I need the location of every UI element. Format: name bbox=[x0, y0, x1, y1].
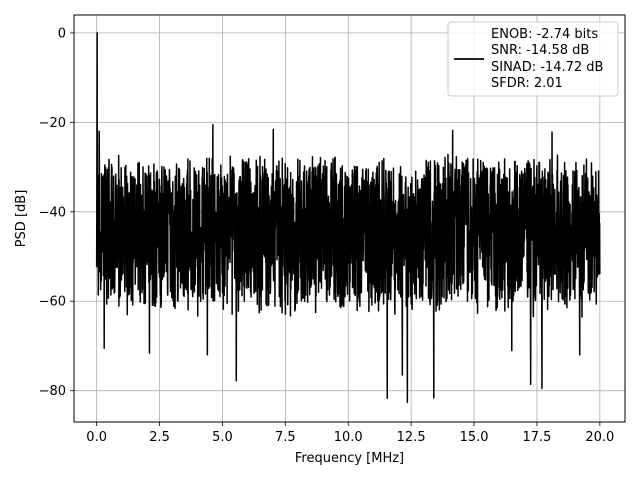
y-tick-label: −40 bbox=[39, 205, 66, 220]
x-tick-label: 12.5 bbox=[397, 430, 426, 445]
legend-entry-sfdr: SFDR: 2.01 bbox=[491, 76, 563, 91]
y-tick-label: −60 bbox=[39, 295, 66, 310]
legend-entry-snr: SNR: -14.58 dB bbox=[491, 43, 589, 58]
y-axis-ticks: 0 −20 −40 −60 −80 bbox=[39, 26, 74, 399]
x-tick-label: 10.0 bbox=[334, 430, 363, 445]
x-axis-label: Frequency [MHz] bbox=[295, 451, 404, 466]
y-tick-label: 0 bbox=[58, 26, 66, 41]
x-tick-label: 17.5 bbox=[522, 430, 551, 445]
psd-series-line bbox=[95, 32, 601, 404]
y-tick-label: −20 bbox=[39, 116, 66, 131]
x-tick-label: 7.5 bbox=[275, 430, 296, 445]
legend-box bbox=[447, 21, 619, 97]
x-tick-label: 20.0 bbox=[585, 430, 614, 445]
plot-area bbox=[95, 32, 601, 404]
legend-entry-sinad: SINAD: -14.72 dB bbox=[491, 60, 603, 75]
x-tick-label: 0.0 bbox=[86, 430, 107, 445]
axes-frame bbox=[73, 14, 626, 423]
y-axis-label: PSD [dB] bbox=[14, 190, 29, 248]
x-axis-ticks: 0.0 2.5 5.0 7.5 10.0 12.5 15.0 17.5 20.0 bbox=[86, 422, 614, 445]
legend-entry-enob: ENOB: -2.74 bits bbox=[491, 27, 598, 42]
y-tick-label: −80 bbox=[39, 384, 66, 399]
legend: ENOB: -2.74 bits SNR: -14.58 dB SINAD: -… bbox=[447, 21, 619, 97]
x-tick-label: 5.0 bbox=[212, 430, 233, 445]
x-tick-label: 2.5 bbox=[149, 430, 170, 445]
x-tick-label: 15.0 bbox=[460, 430, 489, 445]
